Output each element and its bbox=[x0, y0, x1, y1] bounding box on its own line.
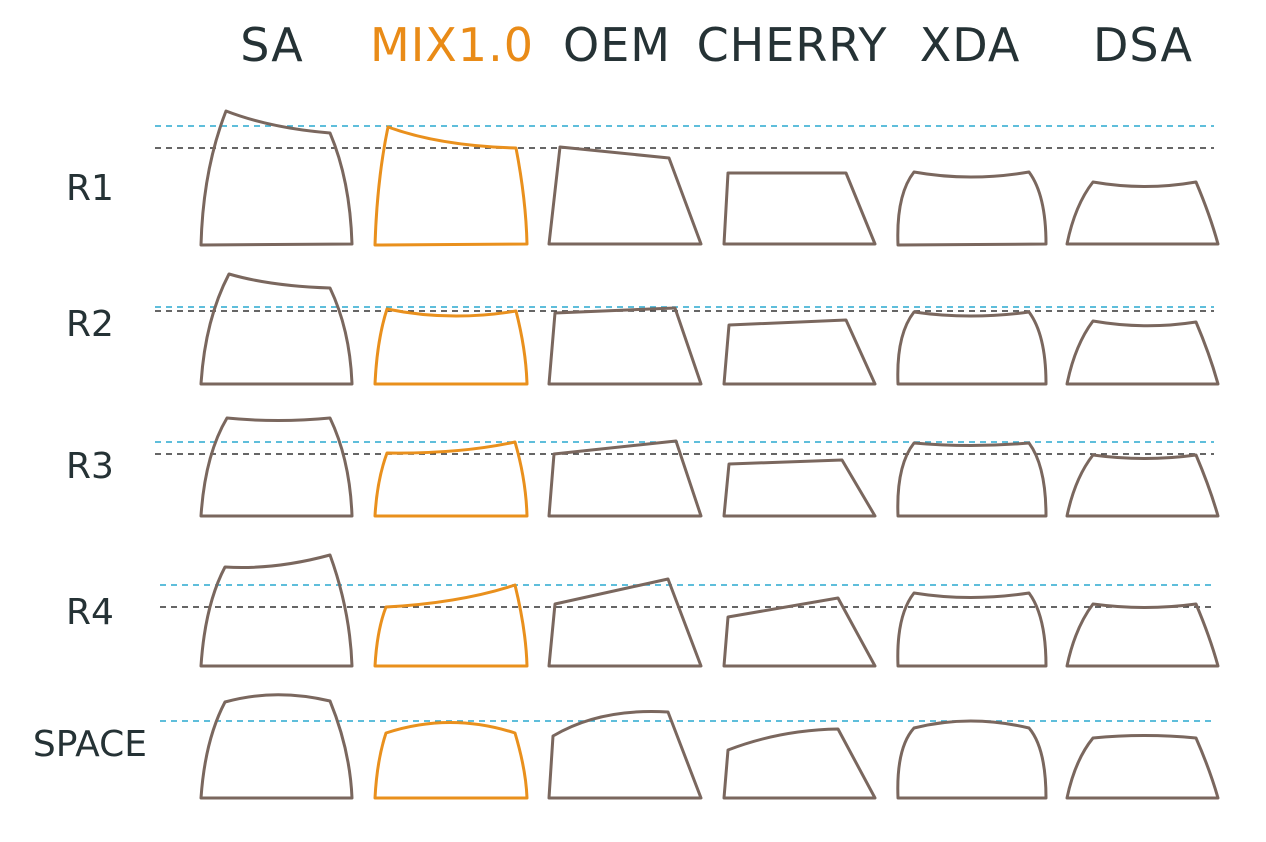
cherry-r4-keycap bbox=[722, 596, 877, 668]
xda-keycaps bbox=[896, 170, 1048, 800]
dsa-r4-keycap bbox=[1065, 602, 1220, 668]
dsa-r1-keycap bbox=[1065, 180, 1220, 246]
xda-r3-keycap bbox=[896, 441, 1048, 518]
cherry-space-keycap bbox=[722, 727, 877, 800]
dsa-keycaps bbox=[1065, 180, 1220, 800]
profile-title-sa: SA bbox=[240, 18, 304, 72]
xda-r2-keycap bbox=[896, 310, 1048, 386]
oem-r2-keycap bbox=[547, 306, 703, 386]
sa-r4-keycap bbox=[199, 553, 354, 668]
oem-r1-keycap bbox=[547, 145, 703, 246]
profile-title-dsa: DSA bbox=[1093, 18, 1193, 72]
profile-title-xda: XDA bbox=[919, 18, 1021, 72]
cherry-r3-keycap bbox=[722, 458, 877, 518]
mix-space-keycap bbox=[373, 721, 529, 800]
mix-keycaps bbox=[373, 125, 529, 800]
row-label-r3: R3 bbox=[66, 446, 114, 487]
profile-title-oem: OEM bbox=[563, 18, 671, 72]
row-label-r1: R1 bbox=[66, 168, 114, 209]
xda-r4-keycap bbox=[896, 591, 1048, 668]
mix-r2-keycap bbox=[373, 307, 529, 386]
sa-keycaps bbox=[199, 109, 354, 800]
dsa-r2-keycap bbox=[1065, 319, 1220, 386]
profile-title-mix: MIX1.0 bbox=[370, 18, 534, 72]
dsa-r3-keycap bbox=[1065, 453, 1220, 518]
row-label-r4: R4 bbox=[66, 592, 114, 633]
row-label-space: SPACE bbox=[32, 724, 148, 765]
sa-space-keycap bbox=[199, 693, 354, 800]
sa-r1-keycap bbox=[199, 109, 354, 247]
reference-lines bbox=[155, 125, 1214, 722]
mix-r3-keycap bbox=[373, 440, 529, 518]
mix-r4-keycap bbox=[373, 583, 529, 668]
oem-keycaps bbox=[547, 145, 703, 800]
cherry-r2-keycap bbox=[722, 318, 877, 386]
dsa-space-keycap bbox=[1065, 734, 1220, 800]
sa-r2-keycap bbox=[199, 272, 354, 386]
cherry-r1-keycap bbox=[722, 171, 877, 246]
mix-r1-keycap bbox=[373, 125, 529, 247]
cherry-keycaps bbox=[722, 171, 877, 800]
oem-r4-keycap bbox=[547, 577, 703, 668]
row-label-r2: R2 bbox=[66, 304, 114, 345]
oem-space-keycap bbox=[547, 710, 703, 800]
xda-r1-keycap bbox=[896, 170, 1048, 247]
sa-r3-keycap bbox=[199, 416, 354, 518]
xda-space-keycap bbox=[896, 719, 1048, 800]
profile-title-cherry: CHERRY bbox=[696, 18, 888, 72]
oem-r3-keycap bbox=[547, 439, 703, 518]
